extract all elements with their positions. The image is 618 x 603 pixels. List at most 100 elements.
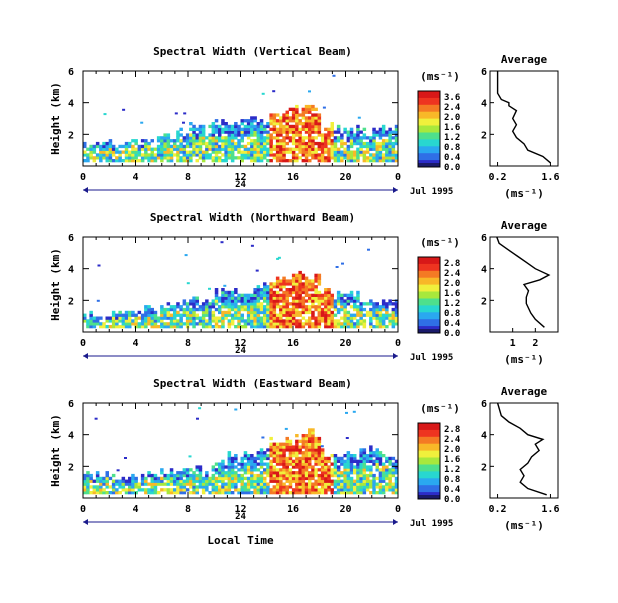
heatmap-cell xyxy=(83,473,87,478)
heatmap-cell xyxy=(362,136,367,140)
heatmap-cell xyxy=(272,130,277,134)
heatmap-cell xyxy=(285,293,289,297)
heatmap-cell xyxy=(349,491,354,495)
heatmap-cell xyxy=(208,124,212,129)
heatmap-cell xyxy=(192,316,196,320)
heatmap-cell xyxy=(111,319,116,323)
heatmap-cell xyxy=(163,133,167,137)
heatmap-cell xyxy=(121,159,126,163)
heatmap-cell xyxy=(381,139,386,143)
heatmap-cell xyxy=(173,139,177,143)
heatmap-cell xyxy=(336,322,341,326)
heatmap-cell xyxy=(336,310,341,315)
heatmap-cell xyxy=(163,139,167,143)
heatmap-cell xyxy=(356,310,360,315)
colorbar-tick-label: 0.8 xyxy=(444,143,460,153)
heatmap-cell xyxy=(214,293,219,297)
heatmap-cell xyxy=(230,159,235,163)
heatmap-cell xyxy=(275,459,280,463)
heatmap-cell xyxy=(86,319,90,323)
heatmap-cell xyxy=(291,302,296,306)
heatmap-cell xyxy=(246,130,251,134)
heatmap-cell xyxy=(288,462,293,466)
heatmap-cell xyxy=(314,462,318,466)
heatmap-cell xyxy=(295,439,299,443)
heatmap-cell xyxy=(256,299,261,303)
heatmap-cell xyxy=(349,459,354,463)
heatmap-cell xyxy=(156,147,161,151)
heatmap-cell xyxy=(369,479,373,483)
heatmap-cell xyxy=(335,266,339,268)
heatmap-cell xyxy=(340,462,344,466)
heatmap-cell xyxy=(365,476,370,481)
heatmap-cell xyxy=(362,491,367,495)
heatmap-cell xyxy=(240,150,244,154)
heatmap-cell xyxy=(311,439,315,443)
heatmap-cell xyxy=(282,488,286,492)
heatmap-cell xyxy=(140,479,145,483)
heatmap-cell xyxy=(311,293,315,297)
heatmap-cell xyxy=(311,127,315,131)
heatmap-cell xyxy=(179,147,183,151)
heatmap-cell xyxy=(250,307,254,312)
heatmap-cell xyxy=(259,316,264,320)
heatmap-cell xyxy=(128,156,132,160)
heatmap-cell xyxy=(266,307,270,312)
heatmap-cell xyxy=(166,473,171,478)
heatmap-cell xyxy=(279,310,283,315)
heatmap-cell xyxy=(324,156,328,160)
profile-frame xyxy=(489,402,559,499)
heatmap-cell xyxy=(269,451,273,455)
heatmap-cell xyxy=(291,313,296,317)
heatmap-cell xyxy=(185,133,190,137)
heatmap-cell xyxy=(121,144,126,149)
heatmap-cell xyxy=(250,127,254,131)
heatmap-cell xyxy=(201,482,206,486)
date-marker: 24 xyxy=(235,512,246,522)
heatmap-cell xyxy=(359,307,363,312)
heatmap-cell xyxy=(166,476,171,481)
heatmap-cell xyxy=(324,479,328,483)
heatmap-cell xyxy=(308,124,312,129)
heatmap-cell xyxy=(320,153,325,157)
heatmap-cell xyxy=(137,482,142,486)
y-tick-label: 2 xyxy=(68,296,74,307)
profile-y-tick-label: 4 xyxy=(481,99,487,110)
heatmap-cell xyxy=(218,307,222,312)
heatmap-cell xyxy=(174,112,178,115)
heatmap-cell xyxy=(311,296,315,300)
heatmap-cell xyxy=(365,144,370,149)
heatmap-cell xyxy=(160,141,164,146)
heatmap-cell xyxy=(224,293,228,297)
heatmap-cell xyxy=(391,141,396,146)
heatmap-cell xyxy=(349,136,354,140)
heatmap-cell xyxy=(205,485,209,489)
heatmap-cell xyxy=(189,468,193,472)
colorbar-frame xyxy=(417,422,441,500)
heatmap-cell xyxy=(189,322,193,326)
heatmap-cell xyxy=(269,436,273,441)
heatmap-cell xyxy=(266,319,270,323)
heatmap-cell xyxy=(153,322,158,326)
heatmap-cell xyxy=(282,319,286,323)
heatmap-cell xyxy=(272,485,277,489)
heatmap-cell xyxy=(272,307,277,312)
heatmap-cell xyxy=(198,130,203,134)
heatmap-cell xyxy=(234,127,238,131)
heatmap-cell xyxy=(343,150,347,154)
heatmap-cell xyxy=(362,319,367,323)
heatmap-cell xyxy=(92,485,97,489)
colorbar-tick-label: 2.4 xyxy=(444,269,461,279)
heatmap-cell xyxy=(336,488,341,492)
heatmap-cell xyxy=(253,468,257,472)
heatmap-cell xyxy=(353,465,357,469)
heatmap-cell xyxy=(291,299,296,303)
heatmap-cell xyxy=(263,124,267,129)
heatmap-cell xyxy=(121,482,126,486)
heatmap-cell xyxy=(279,127,283,131)
heatmap-cell xyxy=(176,133,180,137)
heatmap-cell xyxy=(285,468,289,472)
heatmap-cell xyxy=(304,442,309,446)
heatmap-cell xyxy=(324,302,328,306)
